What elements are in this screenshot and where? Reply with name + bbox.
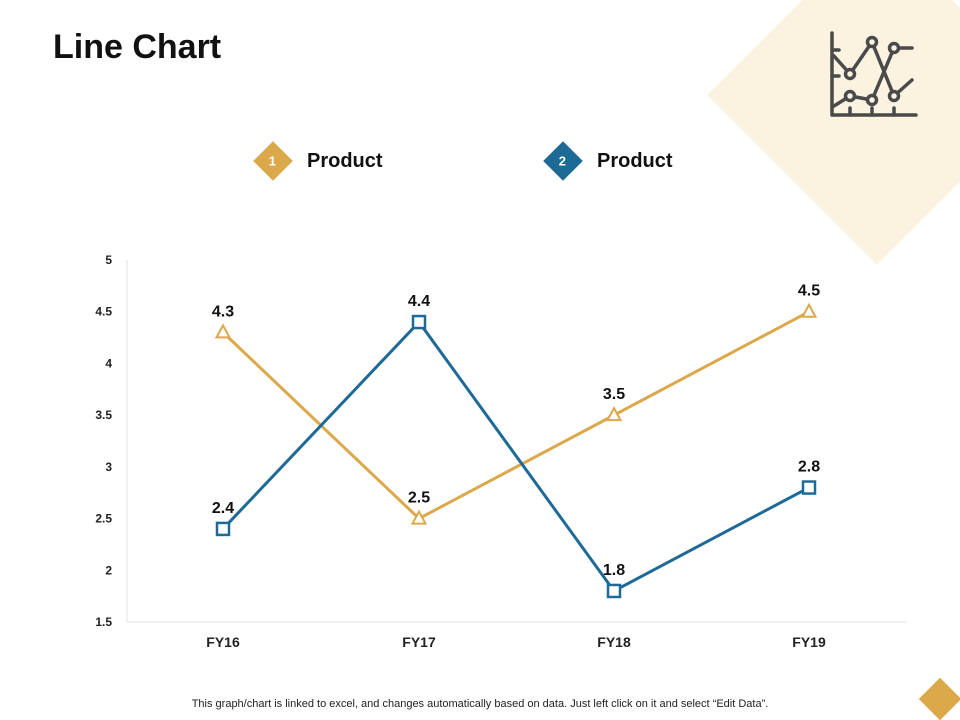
legend-item-product-2: 2 Product [543, 141, 673, 181]
y-tick-label: 4.5 [95, 305, 112, 319]
data-point-marker [606, 583, 622, 599]
y-tick-label: 2 [105, 563, 112, 577]
data-point-marker [800, 302, 818, 318]
y-tick-label: 2.5 [95, 512, 112, 526]
y-tick-label: 4 [105, 356, 112, 370]
x-tick-label: FY17 [402, 634, 436, 650]
data-point-marker [801, 480, 817, 495]
x-tick-label: FY19 [792, 634, 826, 650]
legend-label: Product [597, 149, 673, 172]
data-label: 4.4 [408, 293, 430, 310]
x-tick-label: FY16 [206, 634, 240, 650]
series-line-1 [221, 310, 810, 521]
data-label: 4.3 [212, 303, 234, 320]
data-label: 2.8 [798, 459, 820, 476]
page-title: Line Chart [53, 28, 222, 66]
legend-label: Product [307, 149, 383, 172]
data-point-marker [214, 323, 232, 339]
data-label: 4.5 [798, 283, 820, 300]
data-label: 3.5 [603, 386, 625, 403]
footer-note: This graph/chart is linked to excel, and… [191, 698, 769, 710]
data-label: 2.4 [212, 500, 234, 517]
line-chart-icon [830, 31, 918, 117]
y-tick-label: 3 [105, 460, 112, 474]
series-line-2 [221, 320, 810, 593]
data-point-marker [410, 509, 428, 525]
data-point-marker [215, 521, 231, 537]
y-tick-label: 1.5 [95, 615, 112, 629]
data-point-marker [411, 314, 427, 330]
x-tick-label: FY18 [597, 634, 631, 650]
data-point-marker [605, 406, 623, 422]
y-tick-label: 5 [105, 253, 112, 267]
legend-item-product-1: 1 Product [253, 141, 383, 181]
y-tick-label: 3.5 [95, 408, 112, 422]
data-label: 1.8 [603, 562, 625, 579]
data-label: 2.5 [408, 490, 430, 507]
